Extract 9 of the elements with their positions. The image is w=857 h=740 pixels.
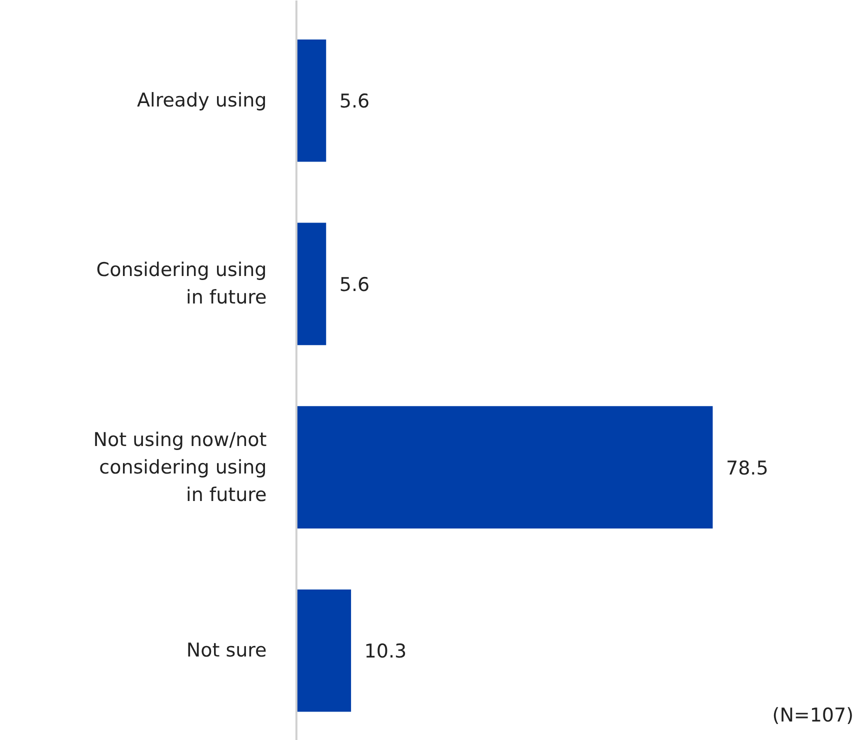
text: (N=107) bbox=[772, 704, 854, 726]
data-label: 5.6 bbox=[339, 274, 370, 296]
data-label: 78.5 bbox=[726, 457, 768, 480]
y-tick-label: Already using bbox=[137, 90, 267, 112]
data-label: 10.3 bbox=[364, 640, 407, 663]
y-tick-label: Not using now/not considering using in future bbox=[93, 428, 267, 506]
y-tick-label: Not sure bbox=[186, 640, 267, 662]
y-tick-label: Considering using in future bbox=[96, 259, 267, 309]
data-label: 5.6 bbox=[339, 90, 370, 113]
